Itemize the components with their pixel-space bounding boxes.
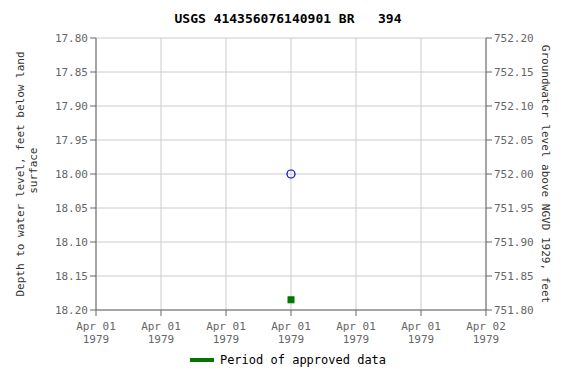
svg-text:Apr 021979: Apr 021979 bbox=[466, 320, 506, 346]
svg-text:Apr 011979: Apr 011979 bbox=[76, 320, 116, 346]
svg-text:18.15: 18.15 bbox=[55, 270, 88, 283]
svg-text:752.15: 752.15 bbox=[494, 66, 534, 79]
svg-text:17.90: 17.90 bbox=[55, 100, 88, 113]
svg-text:18.05: 18.05 bbox=[55, 202, 88, 215]
svg-text:18.10: 18.10 bbox=[55, 236, 88, 249]
svg-text:752.05: 752.05 bbox=[494, 134, 534, 147]
svg-text:752.20: 752.20 bbox=[494, 32, 534, 45]
svg-text:Apr 011979: Apr 011979 bbox=[401, 320, 441, 346]
svg-text:Apr 011979: Apr 011979 bbox=[206, 320, 246, 346]
html-text:Period of approved data: Period of approved data bbox=[219, 353, 387, 367]
svg-text:752.00: 752.00 bbox=[494, 168, 534, 181]
svg-text:Apr 011979: Apr 011979 bbox=[271, 320, 311, 346]
svg-text:17.80: 17.80 bbox=[55, 32, 88, 45]
svg-text:752.10: 752.10 bbox=[494, 100, 534, 113]
html-text:USGS 414356076140901 BR 394: USGS 414356076140901 BR 394 bbox=[174, 11, 402, 26]
svg-text:17.85: 17.85 bbox=[55, 66, 88, 79]
svg-text:Apr 011979: Apr 011979 bbox=[336, 320, 376, 346]
svg-text:18.20: 18.20 bbox=[55, 304, 88, 317]
svg-text:Apr 011979: Apr 011979 bbox=[141, 320, 181, 346]
svg-text:18.00: 18.00 bbox=[55, 168, 88, 181]
svg-text:751.80: 751.80 bbox=[494, 304, 534, 317]
svg-text:Depth to water level, feet bel: Depth to water level, feet below land su… bbox=[14, 51, 40, 296]
svg-text:Groundwater level above NGVD 1: Groundwater level above NGVD 1929, feet bbox=[539, 45, 552, 303]
svg-text:17.95: 17.95 bbox=[55, 134, 88, 147]
svg-text:751.90: 751.90 bbox=[494, 236, 534, 249]
svg-text:751.85: 751.85 bbox=[494, 270, 534, 283]
svg-text:751.95: 751.95 bbox=[494, 202, 534, 215]
